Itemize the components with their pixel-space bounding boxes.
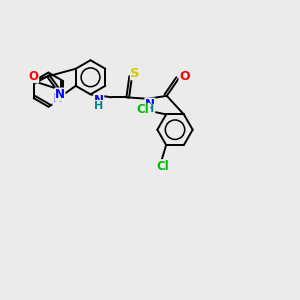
Text: O: O	[179, 70, 190, 83]
Text: N: N	[53, 92, 63, 105]
Text: Cl: Cl	[157, 160, 169, 173]
Text: S: S	[130, 67, 140, 80]
Text: H: H	[146, 104, 154, 114]
Text: N: N	[55, 88, 65, 101]
Text: N: N	[94, 94, 104, 107]
Text: Cl: Cl	[137, 103, 150, 116]
Text: H: H	[94, 100, 104, 111]
Text: N: N	[145, 98, 155, 111]
Text: O: O	[28, 70, 39, 83]
